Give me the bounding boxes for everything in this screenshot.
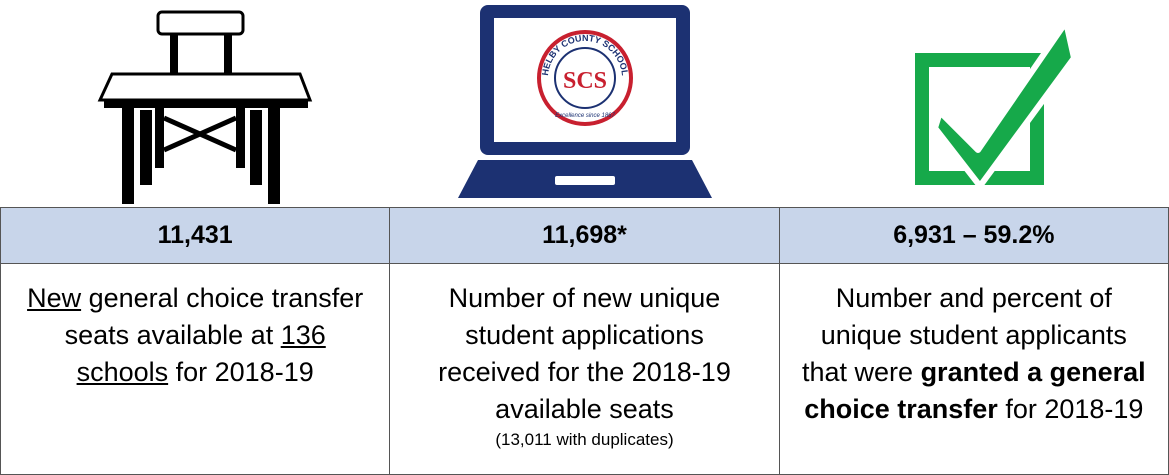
- text-segment: for 2018-19: [997, 394, 1144, 424]
- text-segment: Number and percent of unique student app…: [802, 283, 1127, 387]
- text-segment: New: [27, 283, 82, 313]
- stat-value: 11,698*: [389, 207, 780, 264]
- desk-icon: [97, 10, 313, 204]
- stat-value: 6,931 – 59.2%: [778, 207, 1169, 264]
- stat-description: New general choice transfer seats availa…: [0, 263, 391, 475]
- body-row: New general choice transfer seats availa…: [0, 263, 1169, 475]
- header-row: 11,431 11,698* 6,931 – 59.2%: [0, 207, 1169, 264]
- text-segment: 136 schools: [76, 320, 326, 387]
- stat-description: Number of new unique student application…: [389, 263, 780, 475]
- stat-value: 11,431: [0, 207, 391, 264]
- text-segment: Number of new unique student application…: [438, 283, 731, 424]
- check-icon: [915, 19, 1077, 189]
- logo-motto: Excellence since 1867: [555, 113, 615, 119]
- stats-table: 11,431 11,698* 6,931 – 59.2% New general c…: [0, 207, 1169, 475]
- stat-note: (13,011 with duplicates): [495, 430, 674, 449]
- text-segment: general choice transfer seats available …: [64, 283, 364, 350]
- text-segment: granted a general choice transfer: [804, 357, 1146, 424]
- text-segment: for 2018-19: [168, 357, 314, 387]
- logo-initials: SCS: [563, 68, 607, 94]
- stat-description: Number and percent of unique student app…: [778, 263, 1169, 475]
